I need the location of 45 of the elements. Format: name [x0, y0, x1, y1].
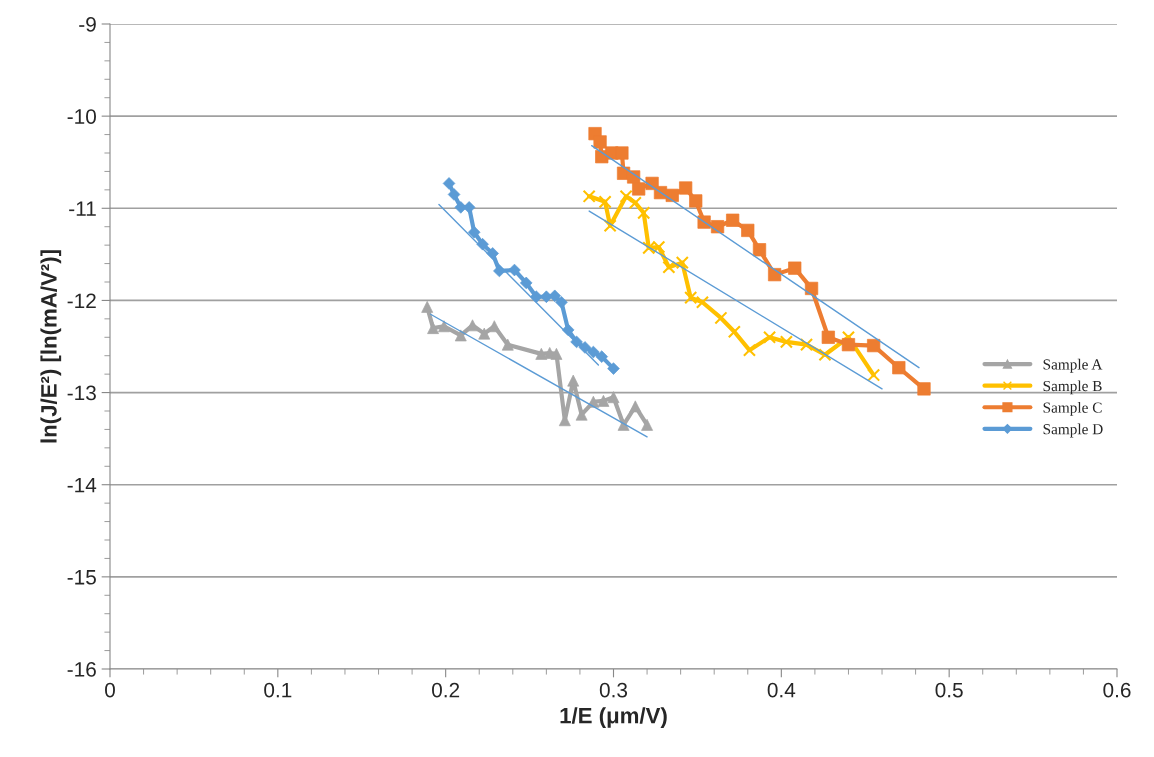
point — [684, 291, 698, 305]
point — [598, 195, 612, 209]
point — [628, 196, 642, 210]
legend-label: Sample A — [1043, 358, 1103, 373]
point — [892, 361, 906, 375]
point — [603, 219, 617, 233]
x-axis-title: 1/E (μm/V) — [560, 707, 667, 728]
point — [675, 256, 689, 270]
point — [799, 338, 814, 352]
legend-label: Sample D — [1043, 423, 1103, 438]
point — [818, 348, 832, 362]
y-tick-label: -14 — [67, 477, 97, 493]
point — [742, 343, 757, 357]
y-axis-title: ln(J/E²) [ln(mA/V²)] — [40, 250, 62, 443]
y-tick-label: -13 — [67, 385, 96, 401]
point — [632, 182, 646, 196]
legend-label: Sample C — [1043, 402, 1102, 416]
point — [582, 189, 596, 203]
y-tick-label: -10 — [67, 109, 96, 124]
x-tick-label: 0.3 — [599, 682, 628, 698]
point — [867, 368, 881, 382]
point — [714, 311, 728, 325]
x-tick-label: 0 — [105, 682, 115, 698]
point — [727, 325, 741, 339]
y-tick-label: -11 — [69, 201, 96, 216]
x-tick-label: 0.6 — [1103, 682, 1131, 698]
point — [762, 330, 777, 344]
x-tick-label: 0.5 — [935, 682, 963, 698]
point — [741, 223, 755, 237]
point — [695, 295, 710, 309]
y-tick-label: -9 — [79, 17, 96, 32]
point — [619, 189, 633, 203]
point — [689, 194, 703, 208]
point — [821, 330, 835, 344]
y-tick-label: -15 — [67, 570, 96, 585]
point — [726, 213, 740, 227]
point — [779, 335, 793, 349]
legend-label: Sample B — [1043, 380, 1102, 395]
point — [637, 206, 651, 220]
x-tick-label: 0.4 — [767, 682, 796, 698]
y-tick-label: -12 — [67, 293, 96, 308]
y-tick-label: -16 — [67, 662, 96, 677]
x-tick-label: 0.1 — [264, 682, 292, 698]
point — [662, 260, 676, 274]
x-tick-label: 0.2 — [432, 682, 460, 698]
